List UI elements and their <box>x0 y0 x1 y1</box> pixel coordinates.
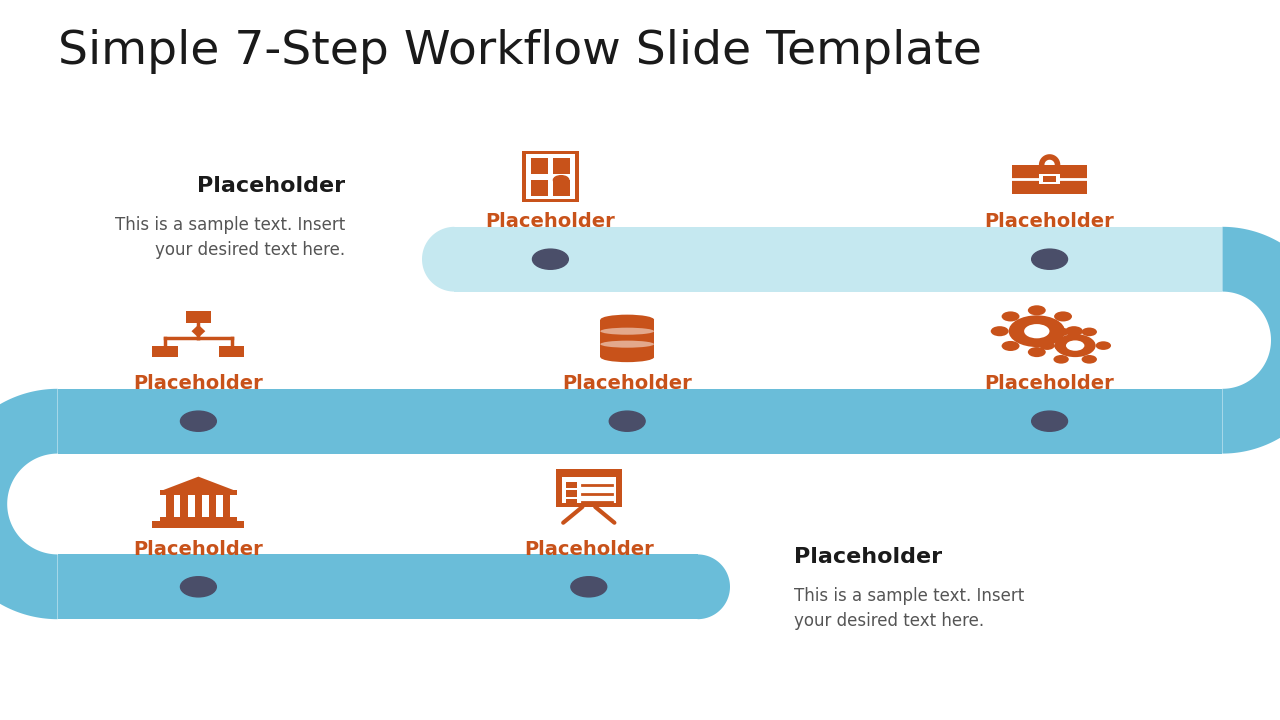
Bar <box>566 490 577 497</box>
Text: Placeholder: Placeholder <box>133 374 264 393</box>
Text: Placeholder: Placeholder <box>197 176 346 197</box>
Polygon shape <box>192 325 205 338</box>
Bar <box>219 346 244 357</box>
Bar <box>566 482 577 488</box>
Bar <box>180 495 188 517</box>
Bar <box>58 554 698 619</box>
Circle shape <box>1028 347 1046 357</box>
Text: This is a sample text. Insert
your desired text here.: This is a sample text. Insert your desir… <box>794 587 1024 630</box>
Bar <box>562 477 616 503</box>
Bar <box>556 474 622 507</box>
Circle shape <box>1032 411 1068 431</box>
Bar <box>531 180 548 196</box>
Circle shape <box>1066 341 1084 351</box>
Text: Placeholder: Placeholder <box>485 212 616 231</box>
Circle shape <box>1024 324 1050 338</box>
Circle shape <box>553 176 568 184</box>
Polygon shape <box>163 477 234 490</box>
Ellipse shape <box>600 328 654 335</box>
Bar <box>58 389 1222 454</box>
Circle shape <box>532 249 568 269</box>
Bar <box>166 495 174 517</box>
Polygon shape <box>698 554 730 619</box>
Bar <box>600 320 654 357</box>
Bar <box>556 469 622 474</box>
Circle shape <box>1055 311 1073 321</box>
Text: Placeholder: Placeholder <box>562 374 692 393</box>
Bar <box>531 158 548 174</box>
Bar <box>152 521 244 528</box>
Circle shape <box>1009 315 1065 347</box>
Bar <box>186 311 211 323</box>
Bar <box>566 499 577 505</box>
Bar <box>209 495 216 517</box>
Text: Placeholder: Placeholder <box>794 547 942 567</box>
Bar <box>454 227 1222 292</box>
Text: Placeholder: Placeholder <box>133 540 264 559</box>
Ellipse shape <box>600 341 654 348</box>
Circle shape <box>1082 355 1097 364</box>
Text: Placeholder: Placeholder <box>524 540 654 559</box>
Bar <box>160 517 237 521</box>
Circle shape <box>1039 341 1055 350</box>
Circle shape <box>180 577 216 597</box>
Circle shape <box>1065 326 1083 336</box>
Polygon shape <box>1222 227 1280 454</box>
Circle shape <box>1053 328 1069 336</box>
Bar <box>553 180 570 196</box>
Circle shape <box>1032 249 1068 269</box>
Bar <box>160 490 237 495</box>
Circle shape <box>1082 328 1097 336</box>
Circle shape <box>1096 341 1111 350</box>
Circle shape <box>1055 334 1096 357</box>
Bar <box>195 495 202 517</box>
Bar <box>522 151 579 202</box>
Bar <box>553 158 570 174</box>
Bar <box>1039 174 1060 184</box>
Circle shape <box>1055 341 1073 351</box>
Ellipse shape <box>600 315 654 325</box>
Circle shape <box>1001 311 1019 321</box>
Polygon shape <box>0 389 58 619</box>
Text: This is a sample text. Insert
your desired text here.: This is a sample text. Insert your desir… <box>115 216 346 259</box>
Circle shape <box>571 577 607 597</box>
Circle shape <box>180 411 216 431</box>
Circle shape <box>991 326 1009 336</box>
Circle shape <box>1001 341 1019 351</box>
Bar <box>526 154 575 199</box>
Text: Placeholder: Placeholder <box>984 212 1115 231</box>
Circle shape <box>1053 355 1069 364</box>
Circle shape <box>1028 305 1046 315</box>
Polygon shape <box>422 227 454 292</box>
Bar <box>152 346 178 357</box>
Ellipse shape <box>600 352 654 362</box>
Bar <box>1012 165 1087 194</box>
Bar <box>1043 176 1056 182</box>
Bar <box>223 495 230 517</box>
Text: Simple 7-Step Workflow Slide Template: Simple 7-Step Workflow Slide Template <box>58 29 982 74</box>
Circle shape <box>609 411 645 431</box>
Text: Placeholder: Placeholder <box>984 374 1115 393</box>
